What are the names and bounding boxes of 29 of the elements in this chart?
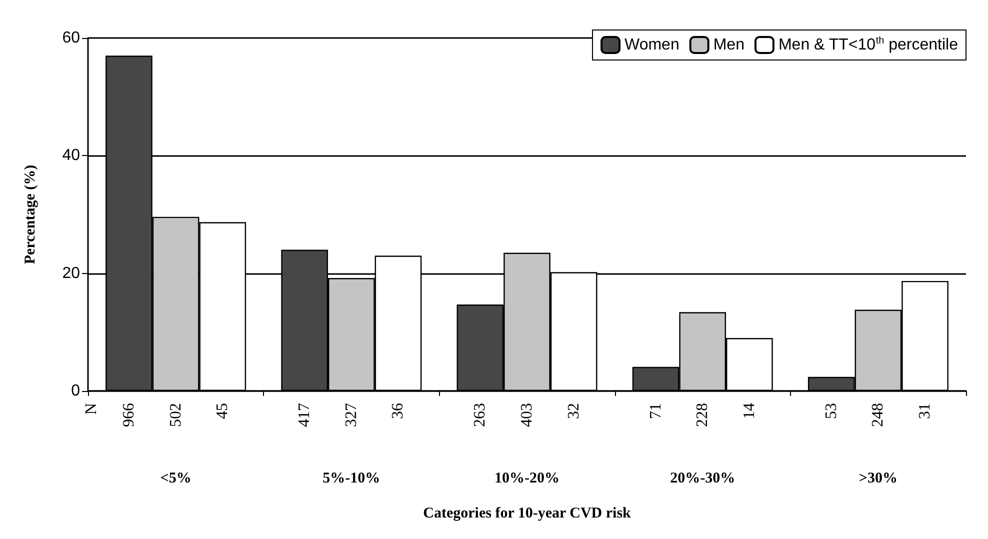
text: 32 <box>565 403 582 419</box>
x-tick-label: 10%-20% <box>494 470 560 486</box>
y-tick-label: 20 <box>62 264 80 282</box>
text: 31 <box>916 403 934 419</box>
text: N <box>83 402 100 415</box>
text: 228 <box>694 403 712 427</box>
text: 14 <box>740 403 758 419</box>
x-axis-title: Categories for 10-year CVD risk <box>423 506 632 522</box>
legend-label: Men <box>713 36 744 54</box>
x-tick-label: 5%-10% <box>322 470 380 486</box>
x-tick-label: <5% <box>160 470 192 486</box>
x-tick-label: 20%-30% <box>670 470 736 486</box>
y-tick-label: 60 <box>62 30 80 46</box>
y-axis-title: Percentage (%) <box>22 164 38 264</box>
text: 248 <box>870 403 887 427</box>
y-tick-label: 0 <box>71 382 80 400</box>
text: 327 <box>342 403 360 427</box>
text: 417 <box>296 403 314 427</box>
y-tick-label: 40 <box>62 147 80 164</box>
legend-label: Women <box>624 36 680 54</box>
text: 403 <box>518 403 536 427</box>
x-tick-label: >30% <box>858 470 898 486</box>
text: 71 <box>647 403 664 419</box>
text: 36 <box>390 403 407 419</box>
text: 45 <box>214 403 232 419</box>
text: 53 <box>822 403 840 419</box>
text: 263 <box>472 403 489 427</box>
text: 502 <box>167 403 184 427</box>
text: 966 <box>120 403 138 427</box>
